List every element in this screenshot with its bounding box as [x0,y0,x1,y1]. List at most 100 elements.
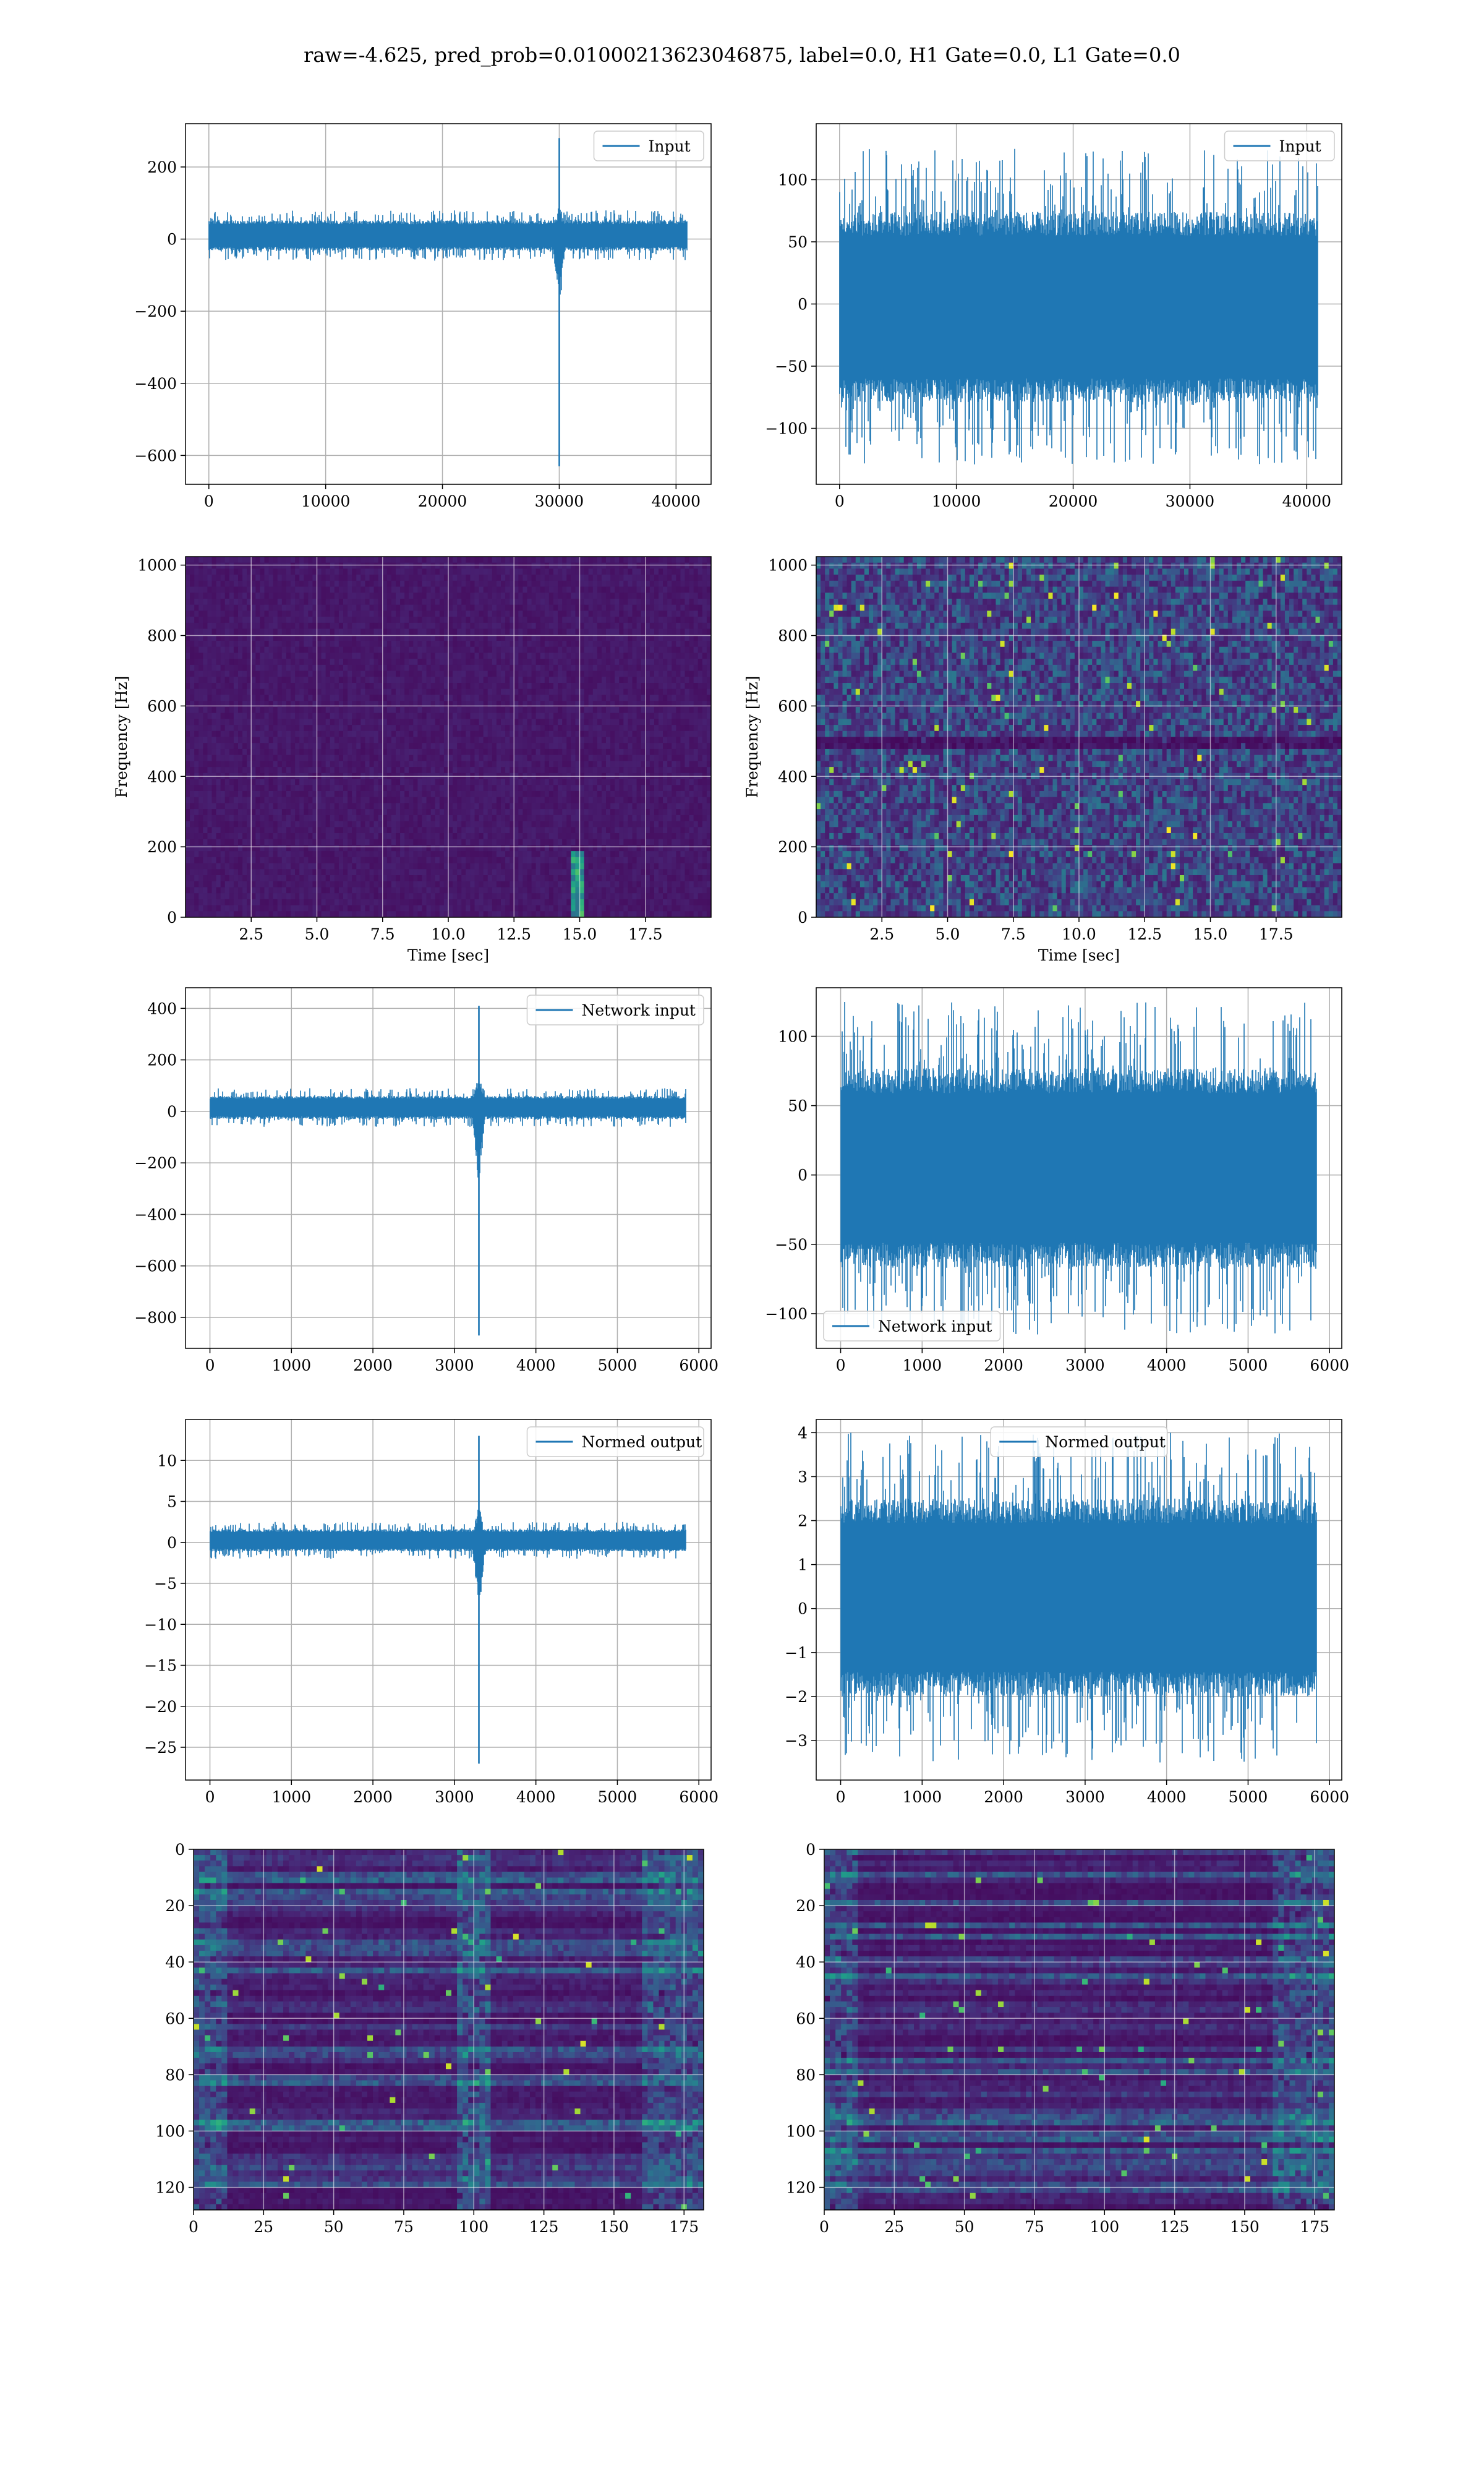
heatmap-cell [308,688,313,696]
heatmap-cell [566,725,571,732]
heatmap-cell [518,725,524,732]
heatmap-cell [317,617,322,623]
heatmap-cell [277,688,283,696]
heatmap-cell [623,688,629,696]
heatmap-cell [706,779,711,785]
heatmap-cell [268,575,274,581]
heatmap-cell [334,670,339,677]
heatmap-cell [308,646,313,654]
heatmap-cell [654,701,659,708]
heatmap-cell [409,713,414,719]
heatmap-cell [404,725,409,732]
heatmap-cell [496,568,501,575]
heatmap-cell [396,580,401,588]
heatmap-cell [663,664,668,672]
heatmap-cell [663,641,668,648]
heatmap-cell [334,677,339,683]
heatmap-cell [378,604,383,612]
heatmap-cell [487,683,493,690]
heatmap-cell [667,557,672,563]
heatmap-cell [233,586,239,593]
heatmap-cell [443,790,449,798]
heatmap-cell [409,767,414,774]
heatmap-cell [684,779,690,785]
heatmap-cell [474,713,480,719]
heatmap-cell [409,635,414,641]
heatmap-cell [330,695,335,701]
heatmap-cell [343,557,348,563]
heatmap-cell [325,653,331,659]
heatmap-cell [281,562,287,570]
heatmap-cell [601,670,607,677]
heatmap-cell [706,562,711,570]
heatmap-cell [697,785,703,792]
heatmap-cell [667,677,672,683]
heatmap-cell [453,706,458,714]
heatmap-cell [268,701,274,708]
heatmap-cell [505,761,510,768]
heatmap-cell [382,599,388,606]
heatmap-cell [558,701,563,708]
heatmap-cell [501,659,506,666]
heatmap-cell [636,677,642,683]
heatmap-cell [676,688,681,696]
heatmap-cell [518,593,524,599]
heatmap-cell [706,580,711,588]
heatmap-cell [588,659,594,666]
heatmap-cell [273,683,278,690]
heatmap-cell [207,664,213,672]
heatmap-cell [325,670,331,677]
heatmap-cell [680,790,686,798]
heatmap-cell [615,701,620,708]
heatmap-cell [325,610,331,617]
heatmap-cell [649,695,655,701]
heatmap-cell [435,695,440,701]
heatmap-cell [522,628,528,635]
heatmap-cell [575,568,581,575]
heatmap-cell [242,706,247,714]
heatmap-cell [575,701,581,708]
heatmap-cell [610,790,615,798]
heatmap-cell [260,755,265,761]
heatmap-cell [194,628,199,635]
heatmap-cell [548,557,554,563]
heatmap-cell [211,701,217,708]
heatmap-cell [203,617,208,623]
heatmap-cell [667,586,672,593]
heatmap-cell [470,779,475,785]
heatmap-cell [291,706,296,714]
heatmap-cell [400,610,405,617]
heatmap-cell [610,604,615,612]
heatmap-cell [312,622,318,630]
heatmap-cell [295,610,300,617]
heatmap-cell [706,622,711,630]
heatmap-cell [224,635,230,641]
heatmap-cell [207,604,213,612]
heatmap-cell [443,646,449,654]
heatmap-cell [373,677,379,683]
heatmap-cell [422,628,427,635]
heatmap-cell [404,695,409,701]
heatmap-cell [645,737,650,743]
heatmap-cell [334,604,339,612]
heatmap-cell [518,701,524,708]
heatmap-cell [186,743,190,750]
heatmap-cell [453,737,458,743]
heatmap-cell [641,646,646,654]
heatmap-cell [654,713,659,719]
heatmap-cell [286,604,291,612]
heatmap-cell [474,664,480,672]
heatmap-cell [510,575,514,581]
heatmap-cell [606,725,611,732]
heatmap-cell [592,557,598,563]
heatmap-cell [216,575,221,581]
heatmap-cell [649,557,655,563]
heatmap-cell [544,622,550,630]
heatmap-cell [684,785,690,792]
heatmap-cell [510,635,514,641]
heatmap-cell [575,755,581,761]
heatmap-cell [645,748,650,756]
heatmap-cell [579,790,585,798]
heatmap-cell [317,767,322,774]
heatmap-cell [623,617,629,623]
